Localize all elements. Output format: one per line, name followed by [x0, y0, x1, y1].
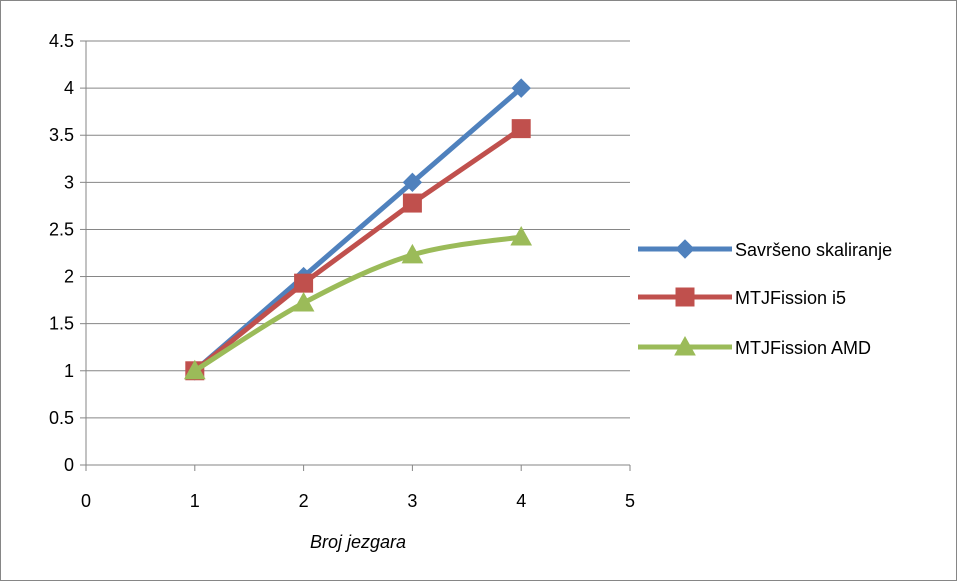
legend-marker — [675, 287, 695, 307]
y-tick-label: 2 — [64, 267, 74, 287]
y-tick-label: 1.5 — [49, 314, 74, 334]
axes — [80, 40, 631, 471]
legend-marker — [675, 239, 695, 259]
legend-label: MTJFission i5 — [735, 288, 846, 308]
y-tick-label: 3 — [64, 172, 74, 192]
series-line — [192, 85, 524, 374]
x-tick-labels: 0 1 2 3 4 5 — [81, 491, 635, 511]
legend-entry: MTJFission AMD — [638, 335, 871, 358]
data-point-marker — [183, 359, 206, 380]
data-point-marker — [510, 225, 533, 246]
x-tick-label: 5 — [625, 491, 635, 511]
data-point-marker — [401, 243, 424, 264]
x-tick-label: 3 — [407, 491, 417, 511]
y-tick-label: 0.5 — [49, 408, 74, 428]
legend-marker — [674, 335, 696, 356]
x-tick-label: 4 — [516, 491, 526, 511]
data-point-marker — [402, 172, 423, 193]
data-point-marker — [511, 119, 531, 139]
gridlines — [86, 40, 630, 419]
legend-label: Savršeno skaliranje — [735, 240, 892, 260]
y-tick-label: 1 — [64, 361, 74, 381]
x-tick-label: 0 — [81, 491, 91, 511]
series-line — [192, 126, 524, 374]
series-2 — [183, 225, 533, 380]
y-tick-label: 4 — [64, 78, 74, 98]
y-tick-label: 2.5 — [49, 219, 74, 239]
series-line — [192, 234, 524, 374]
legend-label: MTJFission AMD — [735, 338, 871, 358]
y-tick-labels: 0 0.5 1 1.5 2 2.5 3 3.5 4 4.5 — [49, 31, 74, 475]
y-tick-label: 0 — [64, 455, 74, 475]
x-axis-title: Broj jezgara — [310, 532, 406, 552]
data-point-marker — [292, 291, 315, 312]
legend-entry: Savršeno skaliranje — [638, 239, 892, 260]
legend-entry: MTJFission i5 — [638, 287, 846, 308]
data-point-marker — [402, 193, 422, 213]
series-group — [183, 78, 533, 381]
legend: Savršeno skaliranje MTJFission i5 MTJFissi… — [638, 239, 892, 358]
y-tick-label: 4.5 — [49, 31, 74, 51]
x-tick-label: 1 — [190, 491, 200, 511]
x-tick-label: 2 — [299, 491, 309, 511]
y-tick-label: 3.5 — [49, 125, 74, 145]
data-point-marker — [294, 273, 314, 293]
data-point-marker — [511, 78, 531, 98]
